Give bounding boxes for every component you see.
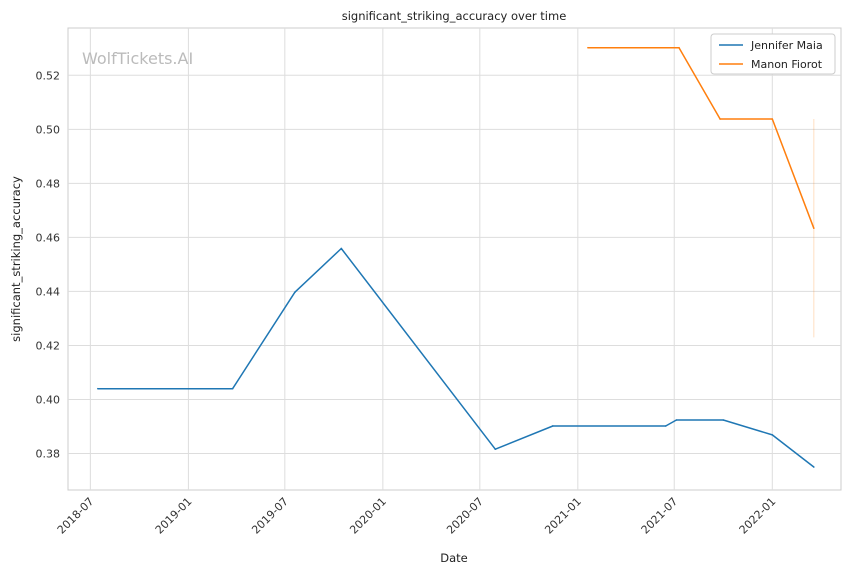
x-tick-label: 2020-07 xyxy=(444,495,486,537)
x-tick-label: 2022-01 xyxy=(737,495,779,537)
data-point-jennifer-maia xyxy=(664,425,667,427)
data-point-jennifer-maia xyxy=(675,419,678,421)
data-point-jennifer-maia xyxy=(813,466,815,468)
chart-title: significant_striking_accuracy over time xyxy=(342,9,567,23)
y-axis-ticks: 0.38 0.40 0.42 0.44 0.46 0.48 0.50 0.52 xyxy=(36,69,61,460)
legend: Jennifer Maia Manon Fiorot xyxy=(710,33,836,75)
y-tick-label: 0.44 xyxy=(36,285,61,298)
data-point-manon-fiorot xyxy=(678,46,680,49)
y-tick-label: 0.38 xyxy=(36,448,61,461)
data-point-jennifer-maia xyxy=(551,425,554,427)
data-point-manon-fiorot xyxy=(771,118,774,120)
data-point-jennifer-maia xyxy=(97,387,99,390)
grid-lines xyxy=(68,28,841,490)
data-point-jennifer-maia xyxy=(494,448,497,451)
x-tick-label: 2019-01 xyxy=(153,495,195,537)
x-axis-label: Date xyxy=(440,551,468,565)
data-point-manon-fiorot xyxy=(813,227,815,229)
data-point-manon-fiorot xyxy=(587,46,589,49)
data-point-manon-fiorot xyxy=(719,118,721,120)
y-tick-label: 0.42 xyxy=(36,339,61,352)
x-tick-label: 2021-01 xyxy=(542,495,584,537)
y-axis-label: significant_striking_accuracy xyxy=(9,176,23,342)
legend-label-jennifer-maia: Jennifer Maia xyxy=(750,39,823,52)
x-tick-label: 2018-07 xyxy=(55,495,97,537)
series-layer xyxy=(97,46,815,468)
y-tick-label: 0.52 xyxy=(36,69,61,82)
y-tick-label: 0.50 xyxy=(36,123,61,136)
y-tick-label: 0.48 xyxy=(36,177,61,190)
data-point-jennifer-maia xyxy=(771,434,774,436)
data-point-jennifer-maia xyxy=(340,247,343,250)
x-tick-label: 2019-07 xyxy=(249,495,291,537)
legend-label-manon-fiorot: Manon Fiorot xyxy=(751,58,823,71)
y-tick-label: 0.46 xyxy=(36,231,61,244)
y-tick-label: 0.40 xyxy=(36,393,61,406)
watermark-text: WolfTickets.AI xyxy=(82,49,193,68)
x-tick-label: 2021-07 xyxy=(639,495,681,537)
data-point-jennifer-maia xyxy=(231,387,234,390)
x-tick-label: 2020-01 xyxy=(347,495,389,537)
data-point-jennifer-maia xyxy=(294,291,296,294)
x-axis-ticks: 2018-07 2019-01 2019-07 2020-01 2020-07 2021-… xyxy=(55,495,779,537)
data-point-jennifer-maia xyxy=(722,419,725,421)
